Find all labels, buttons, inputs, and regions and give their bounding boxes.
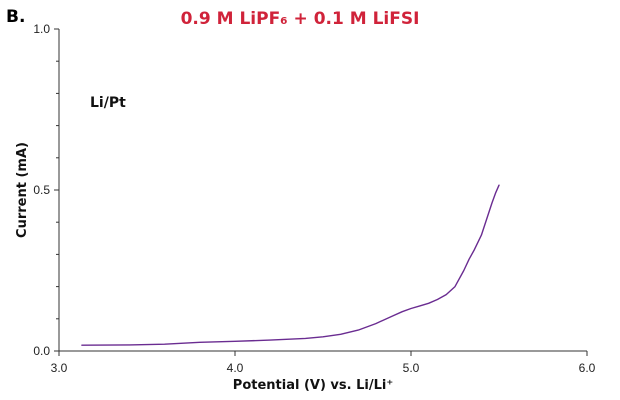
y-tick-label: 1.0 bbox=[33, 22, 50, 36]
y-axis-title: Current (mA) bbox=[15, 142, 30, 238]
axes bbox=[58, 29, 587, 352]
chart-title: 0.9 M LiPF₆ + 0.1 M LiFSI bbox=[181, 9, 420, 29]
x-tick-label: 5.0 bbox=[403, 361, 420, 375]
x-axis-title: Potential (V) vs. Li/Li⁺ bbox=[233, 378, 393, 393]
y-tick-label: 0.0 bbox=[33, 344, 50, 358]
x-tick-label: 4.0 bbox=[227, 361, 244, 375]
curve-annotation: Li/Pt bbox=[90, 95, 126, 111]
y-tick-label: 0.5 bbox=[33, 183, 50, 197]
x-tick-label: 3.0 bbox=[51, 361, 68, 375]
tick-group: 3.0 4.0 5.0 6.0 0.0 0.5 1.0 bbox=[33, 22, 595, 375]
series-layer bbox=[81, 184, 500, 346]
x-tick-label: 6.0 bbox=[579, 361, 596, 375]
series-line bbox=[81, 184, 500, 346]
panel-label: B. bbox=[6, 7, 25, 27]
